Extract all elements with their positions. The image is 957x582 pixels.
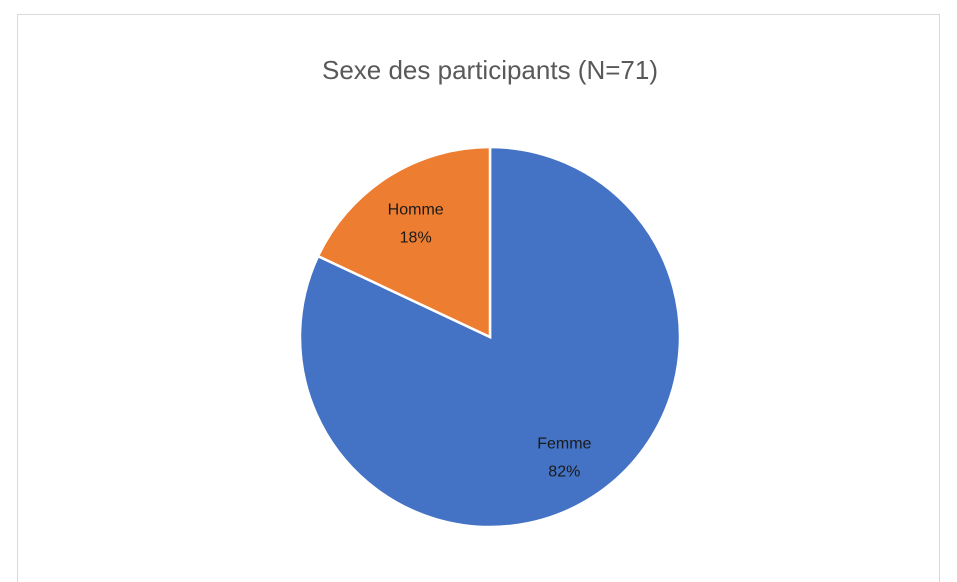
pie-slice xyxy=(316,145,492,339)
data-label-category: Homme xyxy=(388,202,444,219)
data-label: Homme 18% xyxy=(388,202,444,247)
chart-title: Sexe des participants (N=71) xyxy=(322,55,658,85)
data-label-category: Femme xyxy=(537,436,591,453)
data-label-value: 18% xyxy=(400,230,432,247)
data-label-value: 82% xyxy=(548,464,580,481)
data-label: Femme 82% xyxy=(537,436,591,481)
